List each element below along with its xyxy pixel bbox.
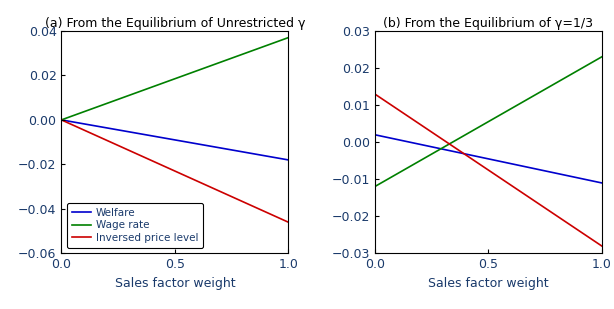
- Welfare: [598, 181, 605, 185]
- Inversed price level: [506, 183, 513, 186]
- Welfare: [193, 142, 200, 146]
- Wage rate: [285, 36, 292, 40]
- Wage rate: [167, 78, 174, 82]
- Inversed price level: [244, 202, 251, 205]
- Welfare: [557, 172, 564, 176]
- Welfare: [480, 156, 488, 160]
- Welfare: [244, 151, 251, 154]
- Inversed price level: [193, 179, 200, 183]
- Inversed price level: [58, 118, 65, 122]
- Welfare: [279, 157, 287, 161]
- Line: Wage rate: Wage rate: [375, 57, 602, 187]
- Line: Welfare: Welfare: [375, 135, 602, 183]
- Inversed price level: [279, 218, 287, 222]
- Inversed price level: [285, 220, 292, 224]
- Wage rate: [480, 122, 488, 126]
- Welfare: [181, 140, 188, 143]
- Wage rate: [193, 69, 200, 73]
- Inversed price level: [371, 92, 378, 96]
- Welfare: [479, 156, 486, 159]
- Inversed price level: [181, 173, 188, 177]
- Line: Inversed price level: Inversed price level: [375, 94, 602, 246]
- Wage rate: [58, 118, 65, 122]
- Inversed price level: [557, 217, 564, 220]
- Legend: Welfare, Wage rate, Inversed price level: Welfare, Wage rate, Inversed price level: [66, 202, 203, 248]
- Welfare: [593, 180, 600, 184]
- Wage rate: [479, 123, 486, 127]
- Inversed price level: [480, 165, 488, 169]
- Welfare: [58, 118, 65, 122]
- Welfare: [285, 158, 292, 162]
- Wage rate: [181, 74, 188, 77]
- Wage rate: [279, 38, 287, 41]
- Inversed price level: [598, 244, 605, 248]
- Inversed price level: [494, 174, 501, 178]
- Welfare: [506, 162, 513, 165]
- Wage rate: [557, 78, 564, 82]
- Inversed price level: [593, 240, 600, 244]
- Welfare: [494, 159, 501, 163]
- Welfare: [167, 137, 174, 141]
- Wage rate: [506, 108, 513, 111]
- X-axis label: Sales factor weight: Sales factor weight: [428, 277, 548, 290]
- Title: (a) From the Equilibrium of Unrestricted γ: (a) From the Equilibrium of Unrestricted…: [45, 17, 305, 30]
- Welfare: [166, 137, 173, 141]
- X-axis label: Sales factor weight: Sales factor weight: [115, 277, 235, 290]
- Wage rate: [244, 51, 251, 54]
- Wage rate: [494, 115, 501, 118]
- Inversed price level: [167, 167, 174, 171]
- Line: Welfare: Welfare: [61, 120, 289, 160]
- Wage rate: [598, 55, 605, 59]
- Wage rate: [593, 58, 600, 62]
- Wage rate: [166, 79, 173, 83]
- Line: Wage rate: Wage rate: [61, 38, 289, 120]
- Wage rate: [371, 185, 378, 188]
- Inversed price level: [166, 167, 173, 170]
- Inversed price level: [479, 164, 486, 168]
- Welfare: [371, 133, 378, 137]
- Title: (b) From the Equilibrium of γ=1/3: (b) From the Equilibrium of γ=1/3: [383, 17, 593, 30]
- Line: Inversed price level: Inversed price level: [61, 120, 289, 222]
